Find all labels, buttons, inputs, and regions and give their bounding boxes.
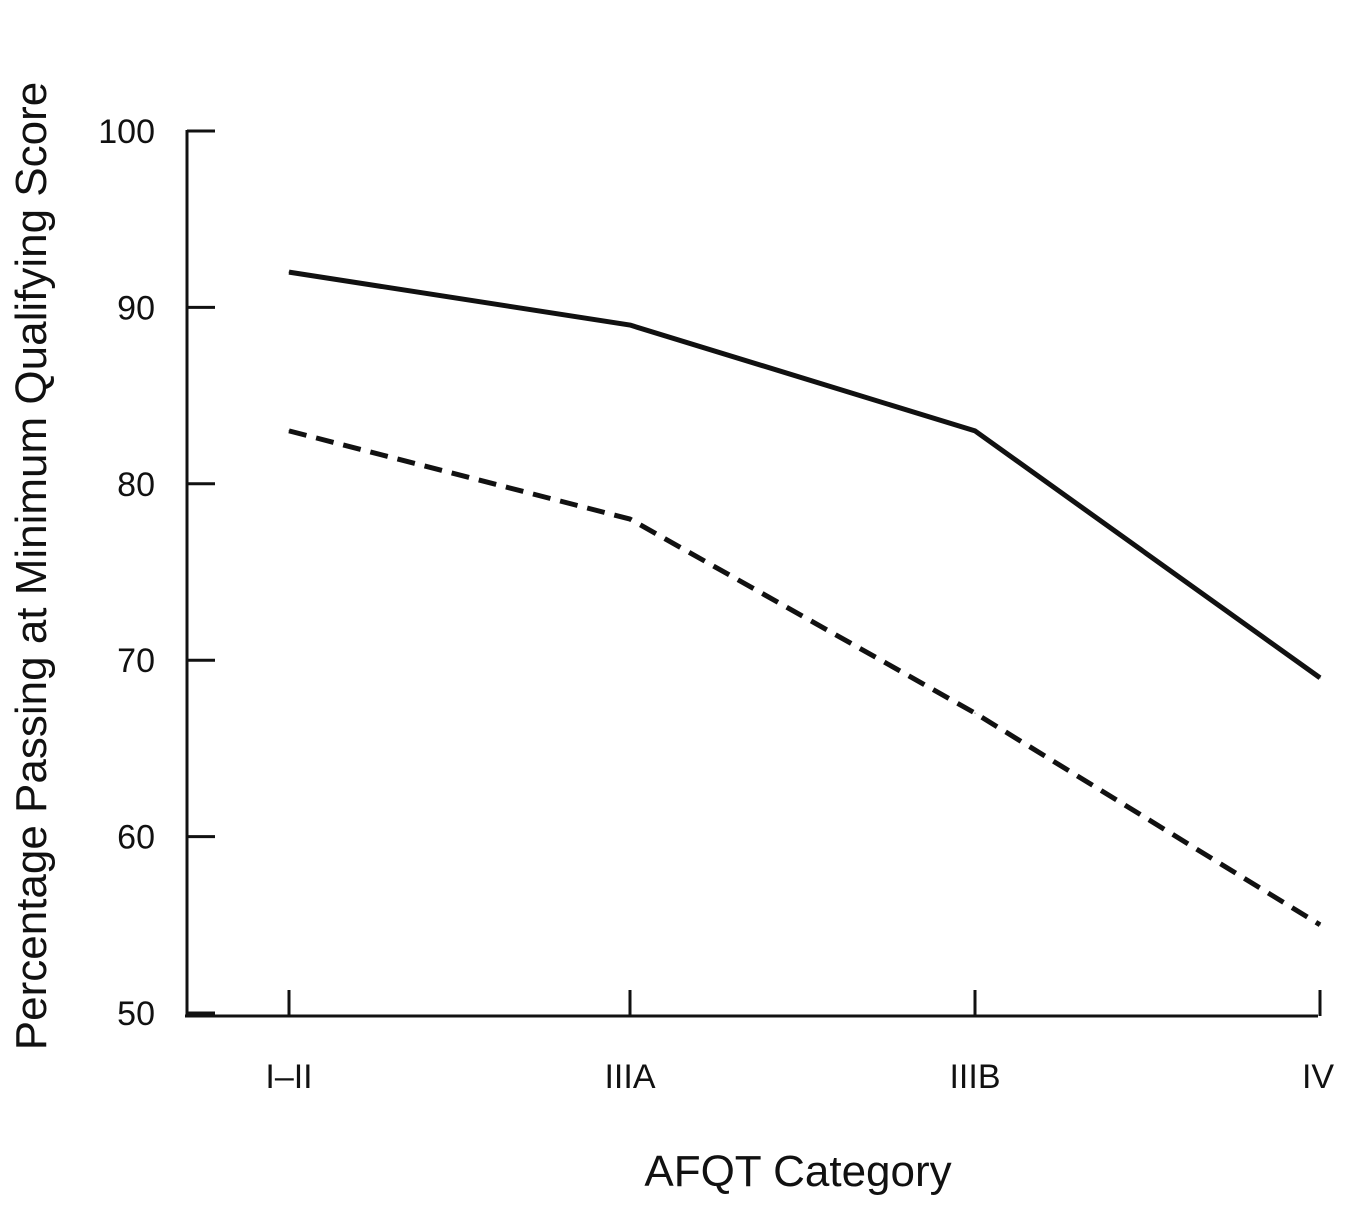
x-tick-label: IV [1302, 1058, 1334, 1096]
y-tick-label: 60 [117, 819, 155, 857]
series-1-point [629, 324, 631, 326]
series-2-point [288, 430, 290, 432]
y-axis-title: Percentage Passing at Minimum Qualifying… [7, 82, 56, 1050]
series-2-point [974, 712, 976, 714]
x-tick-label: I–II [265, 1058, 312, 1096]
y-tick-label: 90 [117, 289, 155, 327]
y-tick-label: 70 [117, 642, 155, 680]
x-tick-label: IIIB [949, 1058, 1000, 1096]
x-tick-label: IIIA [604, 1058, 655, 1096]
series-1-point [1319, 677, 1321, 679]
x-axis-title: AFQT Category [644, 1147, 951, 1196]
series-2-point [629, 518, 631, 520]
y-tick-label: 50 [117, 995, 155, 1033]
series-line-solid [288, 269, 1322, 680]
series-layer [288, 269, 1322, 927]
x-axis-ticks: I–II IIIA IIIB IV [265, 990, 1334, 1096]
series-line-dashed [288, 428, 1322, 927]
series-1-point [288, 271, 290, 273]
y-tick-label: 100 [98, 113, 155, 151]
series-2-point [1319, 924, 1321, 926]
y-tick-label: 80 [117, 466, 155, 504]
series-1-point [974, 430, 976, 432]
y-axis-ticks: 50 60 70 80 90 100 [98, 113, 215, 1033]
